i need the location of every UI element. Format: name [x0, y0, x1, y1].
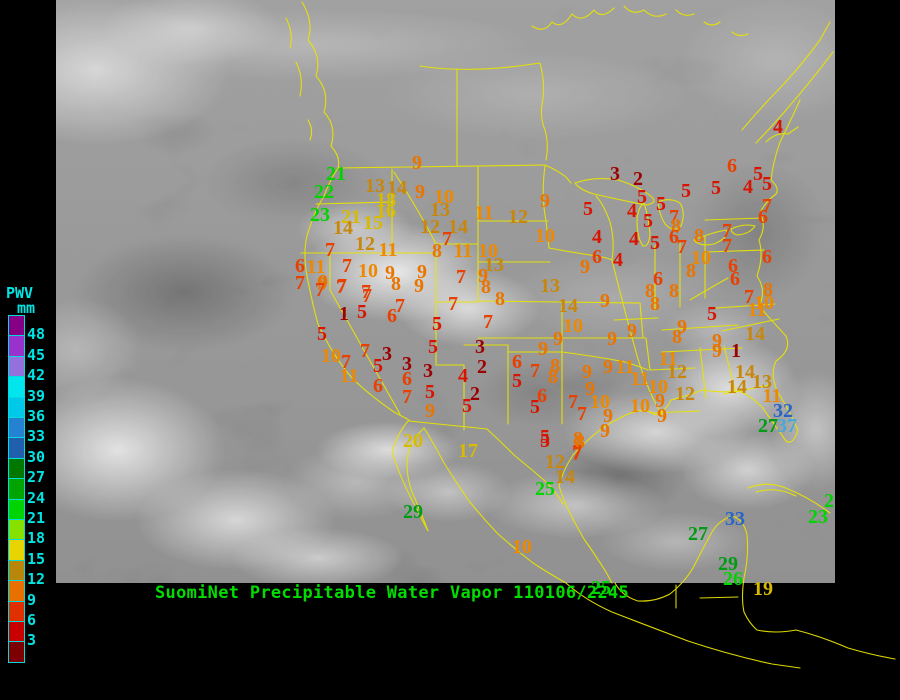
colorbar-block [8, 498, 25, 520]
canada-60th-line [419, 62, 541, 70]
colorbar-block [8, 641, 25, 663]
atlantic-gulf-coastline [558, 99, 801, 584]
colorbar-block [8, 315, 25, 337]
hudson-bay-coast [531, 5, 749, 37]
colorbar-block [8, 580, 25, 602]
quebec-coast [741, 21, 834, 144]
baja-peninsula [391, 419, 429, 532]
colorbar-block [8, 559, 25, 582]
lake-erie [693, 229, 728, 246]
colorbar-block [8, 519, 25, 541]
colorbar-label: 12 [27, 570, 46, 589]
colorbar-block [8, 478, 25, 500]
colorbar-label: 42 [27, 366, 46, 385]
state-borders-plains [477, 165, 649, 425]
us-canada-border [337, 164, 572, 184]
colorbar-title: PWV [6, 284, 34, 302]
us-mexico-border [408, 420, 564, 505]
colorbar-label: 36 [27, 407, 46, 425]
cuba-coastline [747, 483, 831, 514]
colorbar-unit: mm [17, 299, 36, 317]
lake-winnipeg [539, 62, 548, 161]
colorbar-block [8, 621, 25, 643]
colorbar-label: 39 [27, 386, 46, 405]
lake-ontario [730, 224, 756, 236]
colorbar-label: 48 [27, 325, 46, 344]
colorbar-label: 45 [27, 345, 46, 364]
colorbar-block [8, 457, 25, 480]
product-caption: SuomiNet Precipitable Water Vapor 110106… [155, 583, 630, 603]
colorbar-label: 21 [27, 509, 46, 527]
colorbar-block [8, 396, 25, 418]
colorbar-block [8, 539, 25, 561]
lake-huron [657, 199, 684, 230]
colorbar-block [8, 437, 25, 459]
colorbar-label: 6 [27, 611, 37, 629]
colorbar-block [8, 335, 25, 357]
state-borders-midwest [595, 195, 765, 414]
colorbar-block [8, 376, 25, 398]
colorbar-block [8, 355, 25, 378]
pacific-coastline [301, 1, 410, 421]
colorbar-block [8, 600, 25, 622]
colorbar-label: 15 [27, 549, 46, 568]
lake-superior [574, 177, 655, 206]
colorbar-label: 9 [27, 590, 37, 609]
mississippi-river [611, 259, 663, 416]
bc-islands [285, 17, 313, 141]
state-borders-south [661, 277, 780, 399]
colorbar-label: 27 [27, 468, 46, 487]
colorbar-label: 18 [27, 529, 46, 548]
colorbar-label: 33 [27, 427, 46, 446]
colorbar-label: 24 [27, 488, 46, 507]
colorbar-label: 30 [27, 447, 46, 466]
colorbar-label: 3 [27, 631, 37, 650]
state-borders-west [300, 166, 551, 431]
lake-michigan [636, 202, 651, 247]
mexico-west-coast [423, 427, 801, 669]
colorbar-block [8, 417, 25, 439]
yucatan-central-america [614, 515, 896, 660]
